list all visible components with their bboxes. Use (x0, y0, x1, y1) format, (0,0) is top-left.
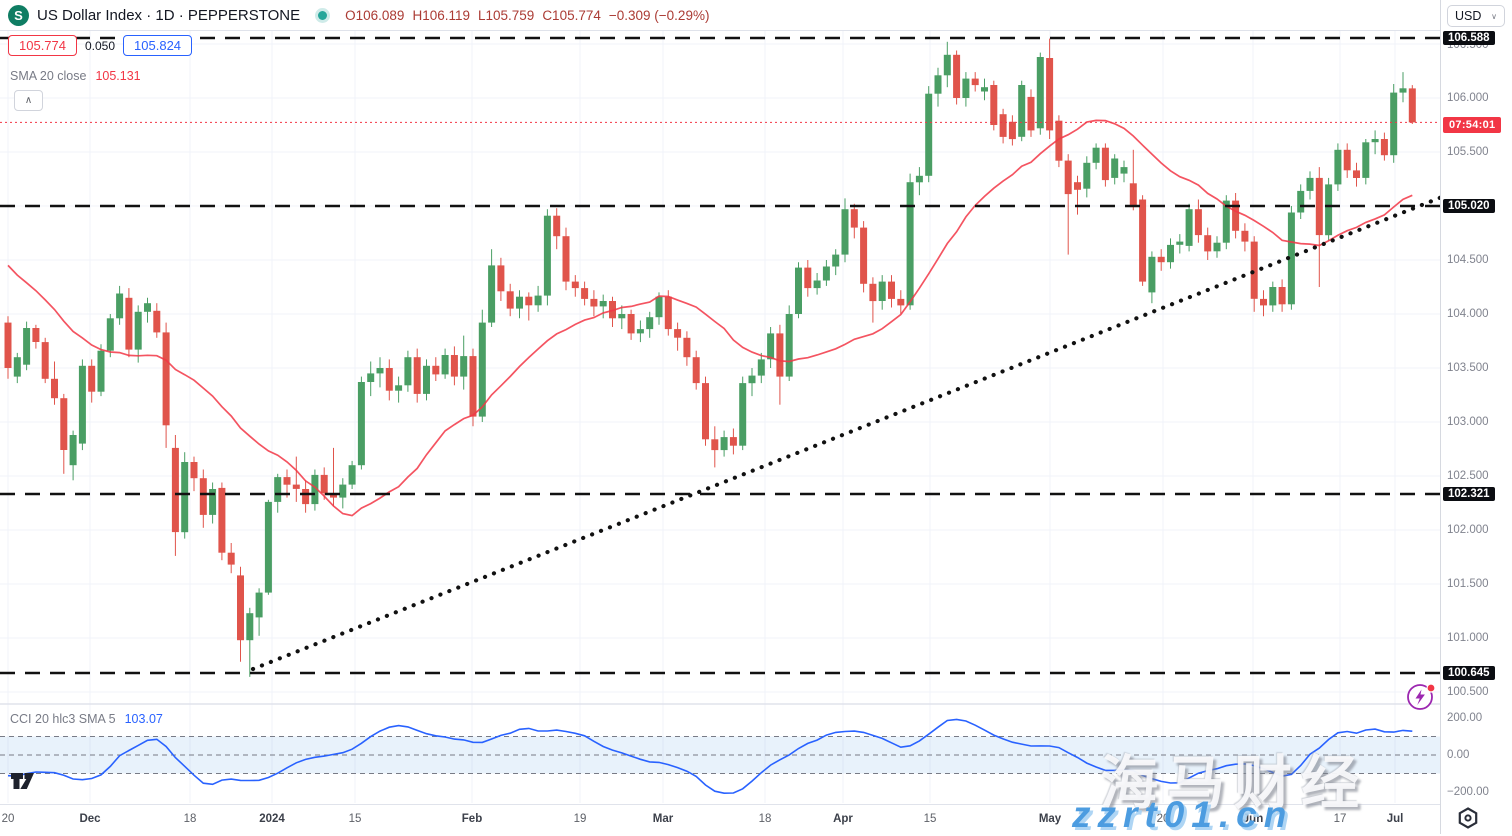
price-axis-tick: 105.500 (1447, 146, 1489, 158)
cci-legend[interactable]: CCI 20 hlc3 SMA 5 103.07 (10, 712, 163, 726)
quote-row: 105.774 0.050 105.824 (8, 35, 193, 56)
symbol-logo-icon[interactable]: S (8, 4, 29, 26)
cci-legend-value: 103.07 (124, 712, 163, 726)
price-axis-tick: 104.500 (1447, 254, 1489, 266)
price-axis-tick: 102.000 (1447, 524, 1489, 536)
time-axis-tick: 15 (923, 813, 937, 825)
time-axis-tick: 20 (1, 813, 15, 825)
time-axis-tick: Mar (652, 813, 674, 825)
currency-label: USD (1455, 9, 1482, 23)
time-axis-tick: Jun (1242, 813, 1264, 825)
price-level-label: 106.588 (1443, 31, 1495, 45)
price-level-label: 105.020 (1443, 199, 1495, 213)
price-axis-tick: 103.500 (1447, 362, 1489, 374)
sma-legend-label: SMA 20 close (10, 69, 87, 83)
price-axis-tick: 100.500 (1447, 686, 1489, 698)
symbol-title[interactable]: US Dollar Index · 1D · PEPPERSTONE (37, 6, 301, 24)
buy-price-button[interactable]: 105.824 (123, 35, 193, 56)
time-axis-tick: 2024 (259, 813, 285, 825)
time-axis-tick: 17 (1333, 813, 1347, 825)
chevron-down-icon: ∨ (1491, 11, 1497, 21)
time-axis-tick: Apr (833, 813, 853, 825)
price-axis-tick: 101.000 (1447, 632, 1489, 644)
settings-hex-icon[interactable] (1456, 806, 1480, 835)
price-axis-tick: 101.500 (1447, 578, 1489, 590)
time-axis-tick: 15 (348, 813, 362, 825)
cci-axis-tick: −200.00 (1447, 786, 1489, 798)
market-open-dot-icon[interactable] (318, 10, 328, 20)
time-axis-tick: Jul (1386, 813, 1404, 825)
lightning-boost-icon[interactable] (1406, 682, 1436, 717)
price-axis-tick: 103.000 (1447, 416, 1489, 428)
price-axis-tick: 102.500 (1447, 470, 1489, 482)
price-level-label: 100.645 (1443, 666, 1495, 680)
time-axis-tick: Dec (79, 813, 101, 825)
price-level-label: 102.321 (1443, 487, 1495, 501)
tradingview-logo-icon[interactable] (10, 770, 38, 797)
time-axis-tick: Feb (461, 813, 483, 825)
collapse-legend-button[interactable]: ∧ (14, 90, 43, 111)
spread-value: 0.050 (85, 38, 116, 53)
ohlc-high: H106.119 (412, 7, 470, 23)
price-scale[interactable]: USD ∨ 106.500 106.000 105.500 104.500 104.00… (1440, 0, 1512, 834)
sma-legend[interactable]: SMA 20 close 105.131 (10, 69, 141, 83)
price-axis-tick: 106.000 (1447, 92, 1489, 104)
ohlc-change: −0.309 (−0.29%) (608, 7, 710, 23)
time-axis-tick: 19 (573, 813, 587, 825)
ohlc-close: C105.774 (542, 7, 601, 23)
cci-axis-tick: 0.00 (1447, 749, 1470, 761)
ohlc-low: L105.759 (478, 7, 535, 23)
ohlc-readout: O106.089 H106.119 L105.759 C105.774 −0.3… (345, 8, 709, 23)
bar-countdown-label: 07:54:01 (1443, 117, 1502, 133)
sma-legend-value: 105.131 (95, 69, 141, 83)
sell-price-button[interactable]: 105.774 (8, 35, 77, 56)
time-axis-tick: 18 (758, 813, 772, 825)
time-scale[interactable]: 20 Dec 18 2024 15 Feb 19 Mar 18 Apr 15 May 20 Jun 17 Ju… (0, 804, 1440, 835)
price-axis-tick: 104.000 (1447, 308, 1489, 320)
chevron-up-icon: ∧ (24, 95, 33, 106)
cci-legend-label: CCI 20 hlc3 SMA 5 (10, 712, 116, 726)
currency-selector-button[interactable]: USD ∨ (1447, 5, 1505, 27)
symbol-header: S US Dollar Index · 1D · PEPPERSTONE O10… (0, 0, 1440, 31)
cci-axis-tick: 200.00 (1447, 712, 1483, 724)
ohlc-open: O106.089 (345, 7, 405, 23)
time-axis-tick: 18 (183, 813, 197, 825)
time-axis-tick: 20 (1156, 813, 1170, 825)
time-axis-tick: May (1038, 813, 1062, 825)
